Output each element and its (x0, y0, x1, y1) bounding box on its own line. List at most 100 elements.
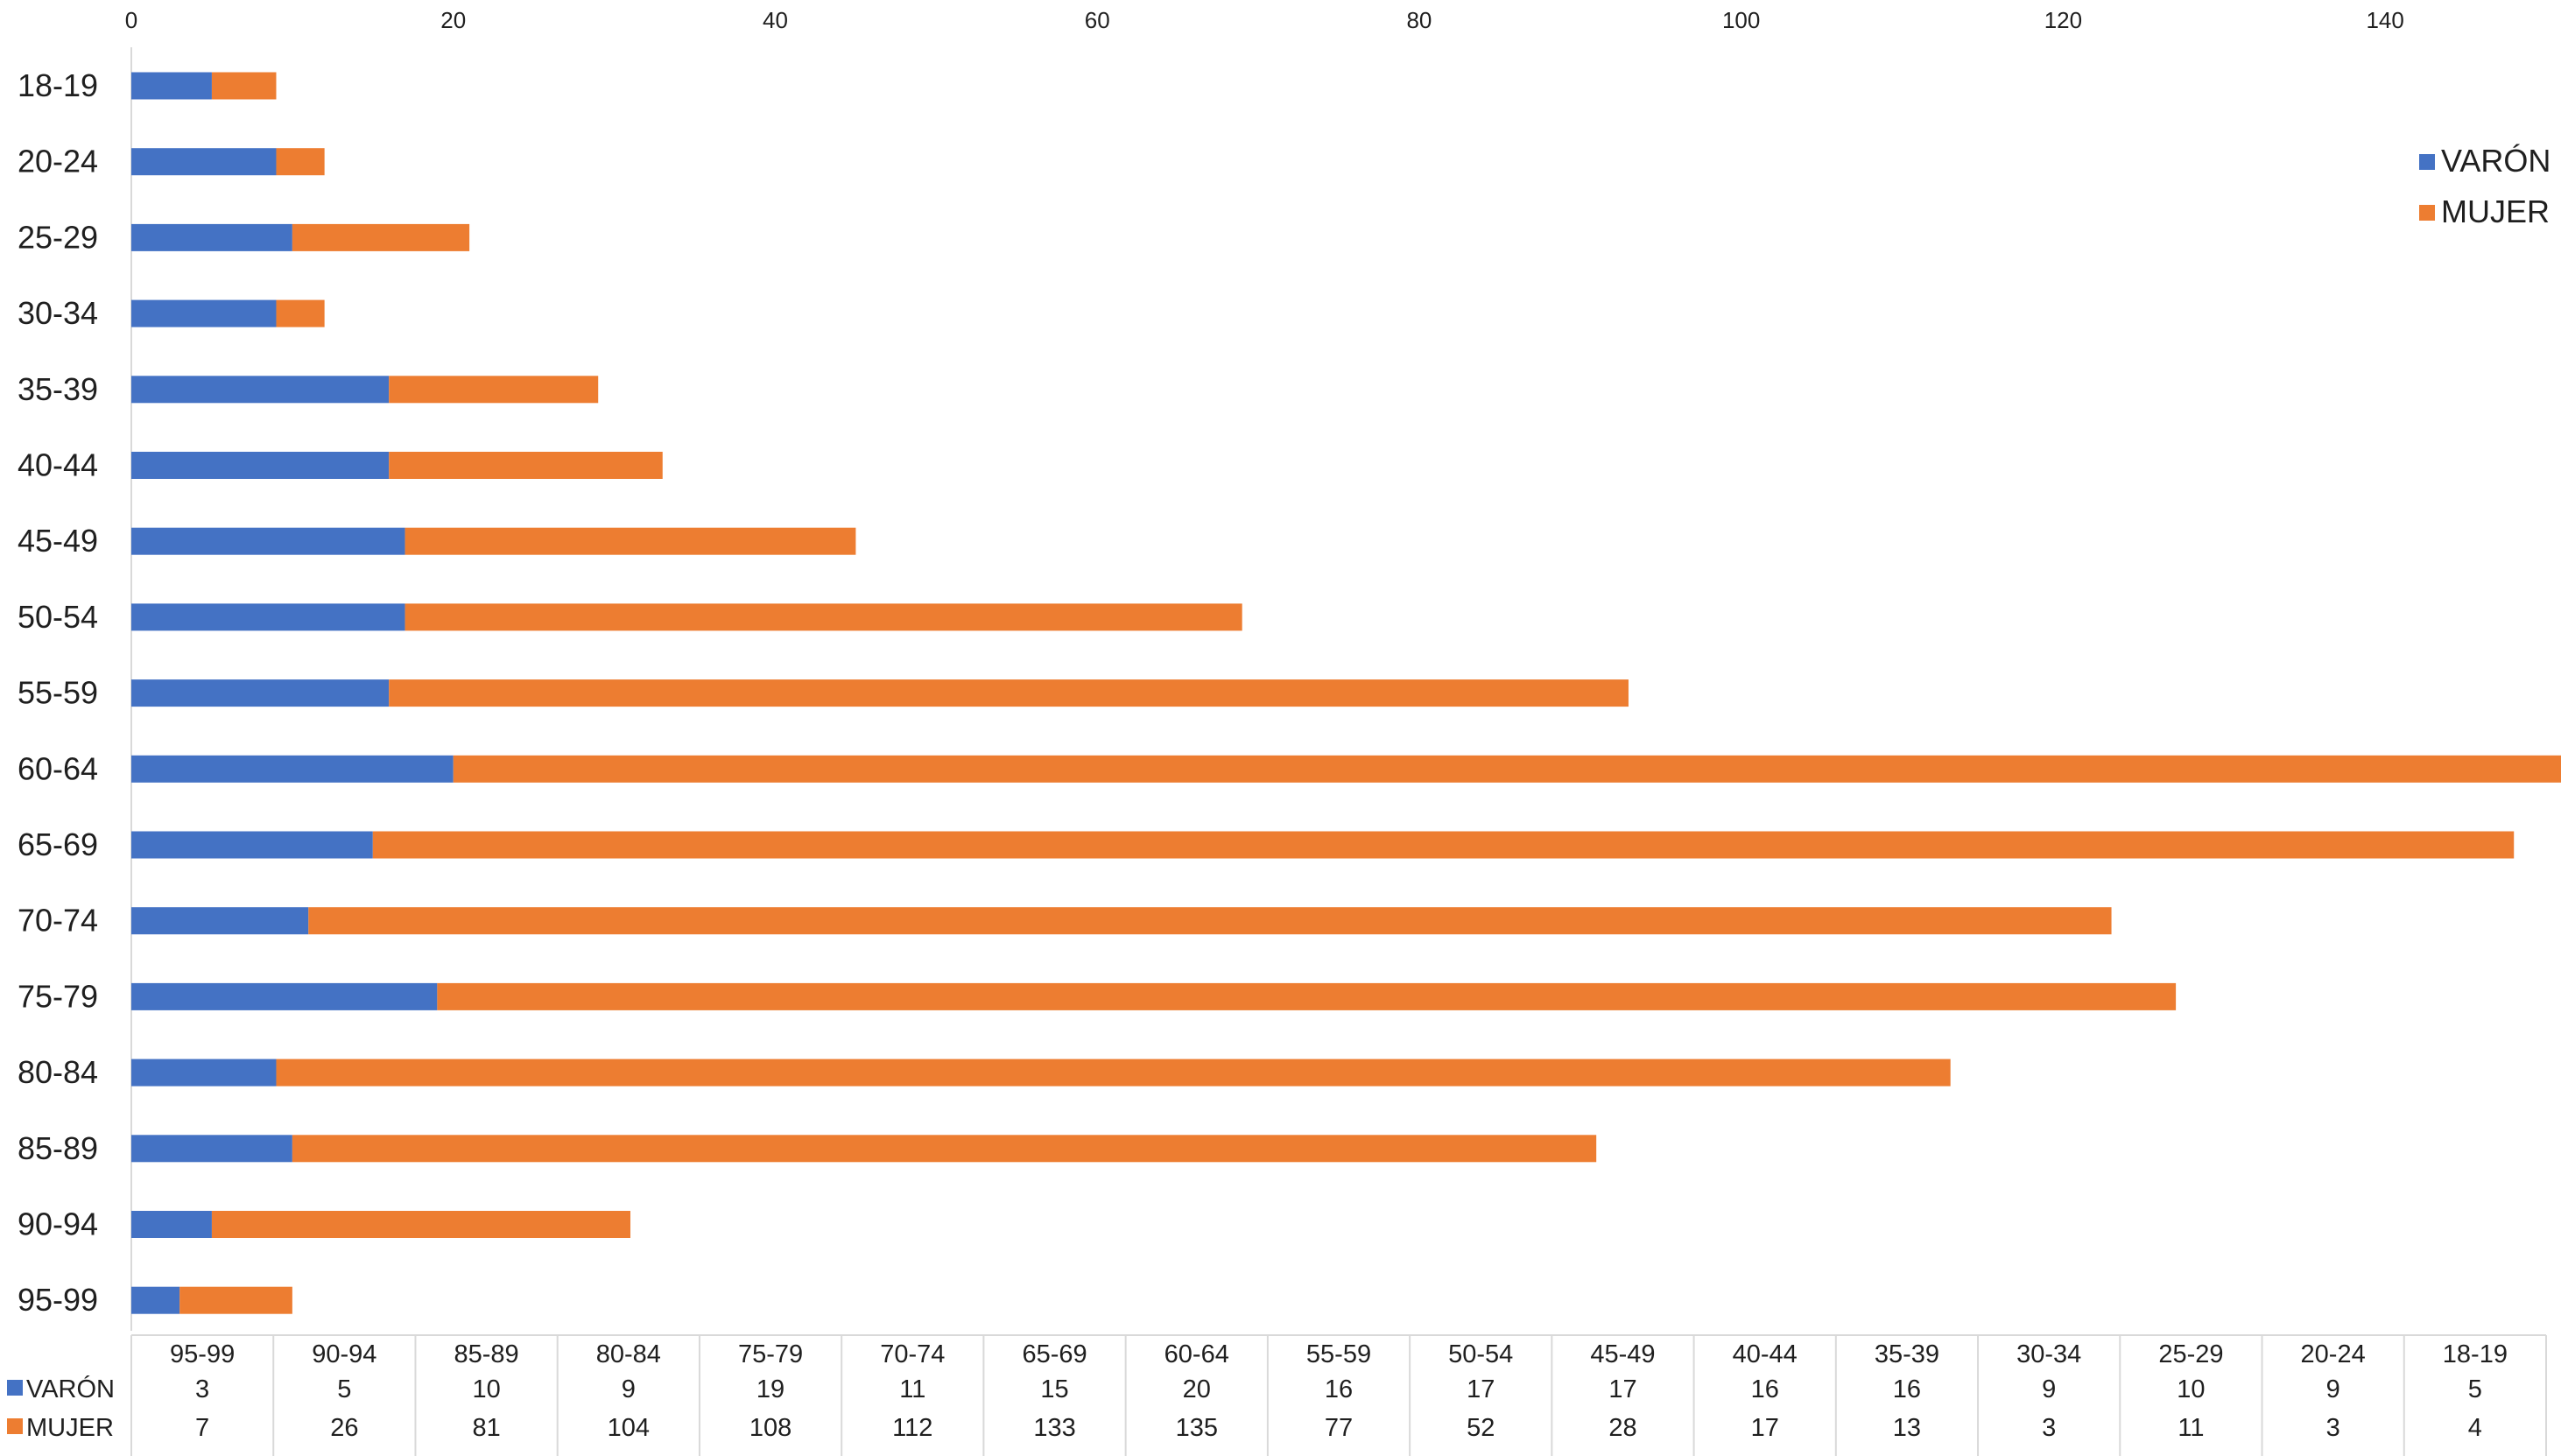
category-label: 75-79 (18, 978, 98, 1014)
table-header-cell: 40-44 (1733, 1340, 1798, 1368)
x-tick-label: 80 (1406, 7, 1432, 33)
table-cell: 104 (608, 1414, 650, 1442)
bar-mujer (372, 831, 2515, 859)
table-cell: 9 (2042, 1375, 2056, 1403)
bar-var-n (131, 1059, 277, 1087)
table-cell: 9 (622, 1375, 636, 1403)
bar-var-n (131, 1286, 180, 1314)
bar-mujer (179, 1286, 292, 1314)
bar-var-n (131, 148, 277, 176)
bar-mujer (276, 1059, 1951, 1087)
table-header-cell: 25-29 (2158, 1340, 2223, 1368)
bar-var-n (131, 376, 390, 404)
table-header-cell: 20-24 (2301, 1340, 2366, 1368)
table-cell: 3 (2326, 1414, 2340, 1442)
table-cell: 11 (2178, 1414, 2204, 1442)
table-header-cell: 45-49 (1590, 1340, 1655, 1368)
table-cell: 7 (195, 1414, 209, 1442)
bar-mujer (308, 907, 2112, 935)
table-cell: 11 (899, 1375, 925, 1403)
bar-mujer (292, 223, 470, 251)
bar-mujer (405, 603, 1242, 631)
x-tick-label: 0 (125, 7, 137, 33)
bar-mujer (276, 299, 325, 327)
category-label: 35-39 (18, 371, 98, 407)
category-label: 18-19 (18, 67, 98, 103)
x-tick-label: 40 (763, 7, 788, 33)
bar-mujer (211, 1211, 630, 1238)
bar-var-n (131, 72, 212, 100)
x-tick-label: 120 (2044, 7, 2082, 33)
bar-var-n (131, 755, 454, 783)
bar-var-n (131, 982, 438, 1010)
category-label: 40-44 (18, 447, 98, 483)
table-cell: 112 (892, 1414, 932, 1442)
table-header-cell: 50-54 (1448, 1340, 1513, 1368)
table-cell: 20 (1183, 1375, 1211, 1403)
category-label: 95-99 (18, 1282, 98, 1318)
table-cell: 26 (330, 1414, 358, 1442)
category-label: 80-84 (18, 1054, 98, 1090)
bar-var-n (131, 603, 405, 631)
table-cell: 135 (1176, 1414, 1218, 1442)
x-tick-label: 100 (1722, 7, 1760, 33)
bar-mujer (389, 452, 663, 479)
bar-mujer (405, 527, 856, 555)
legend-swatch (2419, 205, 2435, 221)
table-header-cell: 35-39 (1875, 1340, 1939, 1368)
table-header-cell: 85-89 (454, 1340, 519, 1368)
x-tick-label: 140 (2366, 7, 2403, 33)
category-label: 45-49 (18, 523, 98, 559)
legend-label: VARÓN (2441, 143, 2550, 179)
bar-var-n (131, 907, 309, 935)
bar-mujer (211, 72, 277, 100)
table-cell: 16 (1325, 1375, 1353, 1403)
category-label: 90-94 (18, 1206, 98, 1242)
bar-mujer (437, 982, 2177, 1010)
table-cell: 17 (1608, 1375, 1636, 1403)
bar-var-n (131, 452, 390, 479)
table-header-cell: 30-34 (2016, 1340, 2081, 1368)
table-row-label: VARÓN (26, 1375, 115, 1403)
category-label: 20-24 (18, 144, 98, 179)
table-cell: 19 (756, 1375, 784, 1403)
category-label: 60-64 (18, 750, 98, 786)
table-cell: 16 (1893, 1375, 1921, 1403)
x-tick-label: 60 (1085, 7, 1110, 33)
table-cell: 10 (2177, 1375, 2205, 1403)
table-cell: 81 (472, 1414, 500, 1442)
table-header-cell: 95-99 (170, 1340, 235, 1368)
table-header-cell: 80-84 (596, 1340, 661, 1368)
bar-var-n (131, 1135, 292, 1163)
category-label: 50-54 (18, 599, 98, 635)
bar-mujer (453, 755, 2561, 783)
bar-mujer (276, 148, 325, 176)
table-header-cell: 75-79 (738, 1340, 803, 1368)
table-cell: 5 (337, 1375, 351, 1403)
table-cell: 10 (472, 1375, 500, 1403)
table-cell: 52 (1467, 1414, 1495, 1442)
category-label: 25-29 (18, 219, 98, 255)
bar-var-n (131, 831, 373, 859)
x-tick-label: 20 (440, 7, 466, 33)
category-label: 70-74 (18, 903, 98, 939)
legend-swatch (2419, 154, 2435, 170)
table-cell: 3 (2042, 1414, 2056, 1442)
category-label: 85-89 (18, 1130, 98, 1166)
table-header-cell: 90-94 (312, 1340, 376, 1368)
bar-var-n (131, 1211, 212, 1238)
table-cell: 15 (1040, 1375, 1068, 1403)
table-cell: 16 (1751, 1375, 1779, 1403)
table-header-cell: 60-64 (1164, 1340, 1229, 1368)
bar-mujer (389, 679, 1629, 707)
category-label: 30-34 (18, 295, 98, 331)
table-row-swatch (7, 1418, 23, 1434)
table-header-cell: 18-19 (2443, 1340, 2508, 1368)
table-cell: 17 (1467, 1375, 1495, 1403)
table-header-cell: 65-69 (1022, 1340, 1087, 1368)
table-cell: 13 (1893, 1414, 1921, 1442)
table-cell: 28 (1608, 1414, 1636, 1442)
table-cell: 108 (749, 1414, 792, 1442)
